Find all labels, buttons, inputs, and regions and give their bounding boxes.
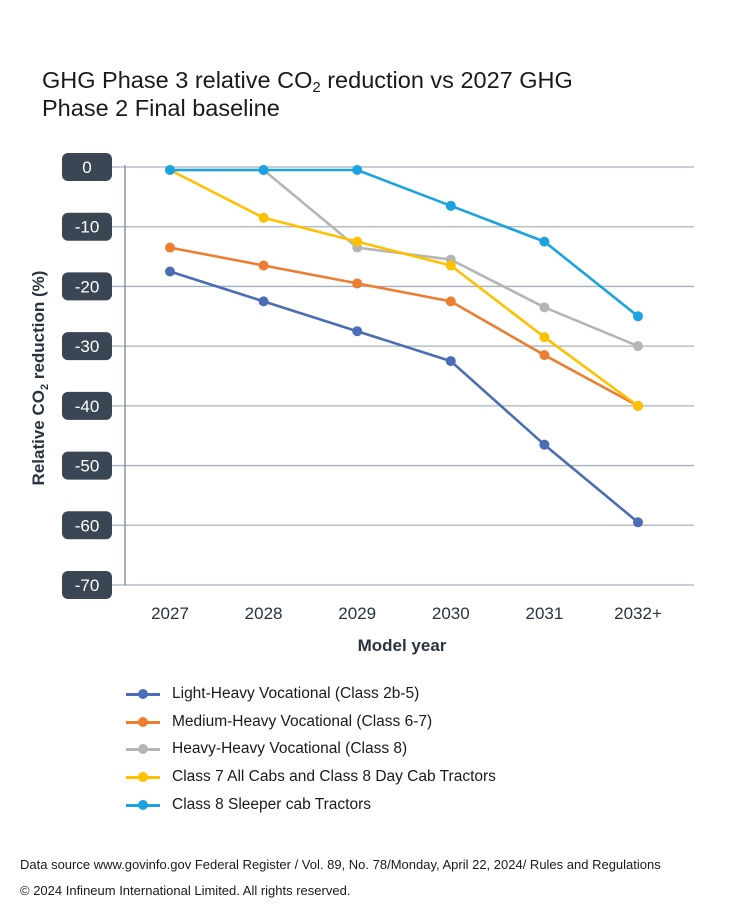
- data-point: [445, 200, 456, 211]
- y-tick-label: -30: [75, 337, 100, 356]
- data-point: [539, 350, 550, 361]
- data-point: [445, 260, 456, 271]
- y-tick-badge: [62, 511, 112, 540]
- y-tick-badge: [62, 571, 112, 599]
- series-3: [165, 164, 643, 411]
- x-tick-label: 2027: [151, 604, 189, 623]
- title-line1-after: reduction vs 2027 GHG: [320, 67, 573, 93]
- y-tick-badge: [62, 212, 112, 241]
- series-line: [169, 246, 639, 408]
- data-point: [258, 164, 269, 175]
- title-line2: Phase 2 Final baseline: [42, 95, 280, 121]
- y-tick-badge: [62, 451, 112, 480]
- data-point: [633, 400, 643, 411]
- series-2: [165, 164, 643, 352]
- legend-swatch: [126, 715, 160, 729]
- data-point: [352, 236, 363, 247]
- series-0: [165, 266, 643, 528]
- x-tick-label: 2028: [245, 604, 283, 623]
- data-point: [445, 356, 456, 367]
- y-axis-label-before: Relative CO: [29, 390, 48, 485]
- title-line1-before: GHG Phase 3 relative CO: [42, 67, 313, 93]
- legend-swatch: [126, 798, 160, 812]
- y-tick-label: -50: [75, 457, 100, 476]
- x-tick-label: 2032+: [614, 604, 662, 623]
- data-point: [258, 260, 269, 271]
- copyright-note: © 2024 Infineum International Limited. A…: [20, 883, 351, 898]
- y-tick-labels: 0 -10 -20 -30 -40 -50 -60 -70: [62, 153, 112, 599]
- data-point: [633, 341, 643, 352]
- legend-label: Heavy-Heavy Vocational (Class 8): [172, 740, 408, 758]
- series-line: [169, 270, 639, 524]
- y-tick-label: -60: [75, 516, 100, 535]
- y-axis-label: Relative CO2 reduction (%): [29, 271, 51, 486]
- legend-item: Class 8 Sleeper cab Tractors: [126, 791, 496, 819]
- legend-label: Medium-Heavy Vocational (Class 6-7): [172, 712, 433, 730]
- x-tick-label: 2029: [338, 604, 376, 623]
- data-point: [633, 311, 643, 322]
- data-source-note: Data source www.govinfo.gov Federal Regi…: [20, 857, 661, 872]
- y-tick-label: -70: [75, 576, 100, 595]
- data-point: [539, 332, 550, 343]
- y-tick-badge: [62, 153, 112, 181]
- data-point: [539, 236, 550, 247]
- legend-label: Class 8 Sleeper cab Tractors: [172, 795, 372, 813]
- series-4: [165, 164, 643, 322]
- y-tick-badge: [62, 272, 112, 301]
- data-point: [165, 164, 175, 175]
- legend-item: Class 7 All Cabs and Class 8 Day Cab Tra…: [126, 763, 496, 791]
- data-point: [165, 242, 175, 253]
- data-point: [258, 296, 269, 307]
- y-tick-label: -10: [75, 218, 100, 237]
- y-axis-label-after: reduction (%): [29, 271, 48, 384]
- chart-title: GHG Phase 3 relative CO2 reduction vs 20…: [42, 66, 682, 122]
- legend-swatch: [126, 687, 160, 701]
- x-tick-label: 2031: [525, 604, 563, 623]
- x-tick-label: 2030: [432, 604, 470, 623]
- legend-item: Heavy-Heavy Vocational (Class 8): [126, 735, 496, 763]
- data-point: [165, 266, 175, 277]
- legend: Light-Heavy Vocational (Class 2b-5) Mediu…: [126, 680, 496, 818]
- series-line: [170, 168, 639, 318]
- title-line1-sub: 2: [312, 79, 321, 96]
- legend-item: Light-Heavy Vocational (Class 2b-5): [126, 680, 496, 708]
- x-tick-labels: 2027 2028 2029 2030 2031 2032+: [151, 604, 662, 623]
- y-tick-label: -40: [75, 397, 100, 416]
- data-point: [445, 296, 456, 307]
- x-axis-label: Model year: [358, 636, 447, 655]
- grid-lines: [112, 166, 694, 586]
- series-line: [170, 168, 639, 348]
- series-line: [169, 168, 639, 407]
- data-point: [258, 212, 269, 223]
- data-point: [633, 517, 643, 528]
- series-lines: [165, 164, 643, 528]
- y-tick-badge: [62, 332, 112, 361]
- legend-swatch: [126, 770, 160, 784]
- y-tick-label: 0: [82, 158, 91, 177]
- data-point: [352, 278, 363, 289]
- legend-item: Medium-Heavy Vocational (Class 6-7): [126, 708, 496, 736]
- legend-label: Class 7 All Cabs and Class 8 Day Cab Tra…: [172, 767, 496, 785]
- data-point: [352, 326, 363, 337]
- series-1: [165, 242, 643, 411]
- y-axis-label-sub: 2: [39, 384, 51, 390]
- data-point: [539, 439, 550, 450]
- data-point: [539, 302, 550, 313]
- legend-swatch: [126, 742, 160, 756]
- data-point: [352, 164, 363, 175]
- y-tick-badge: [62, 391, 112, 420]
- y-tick-label: -20: [75, 277, 100, 296]
- legend-label: Light-Heavy Vocational (Class 2b-5): [172, 684, 420, 702]
